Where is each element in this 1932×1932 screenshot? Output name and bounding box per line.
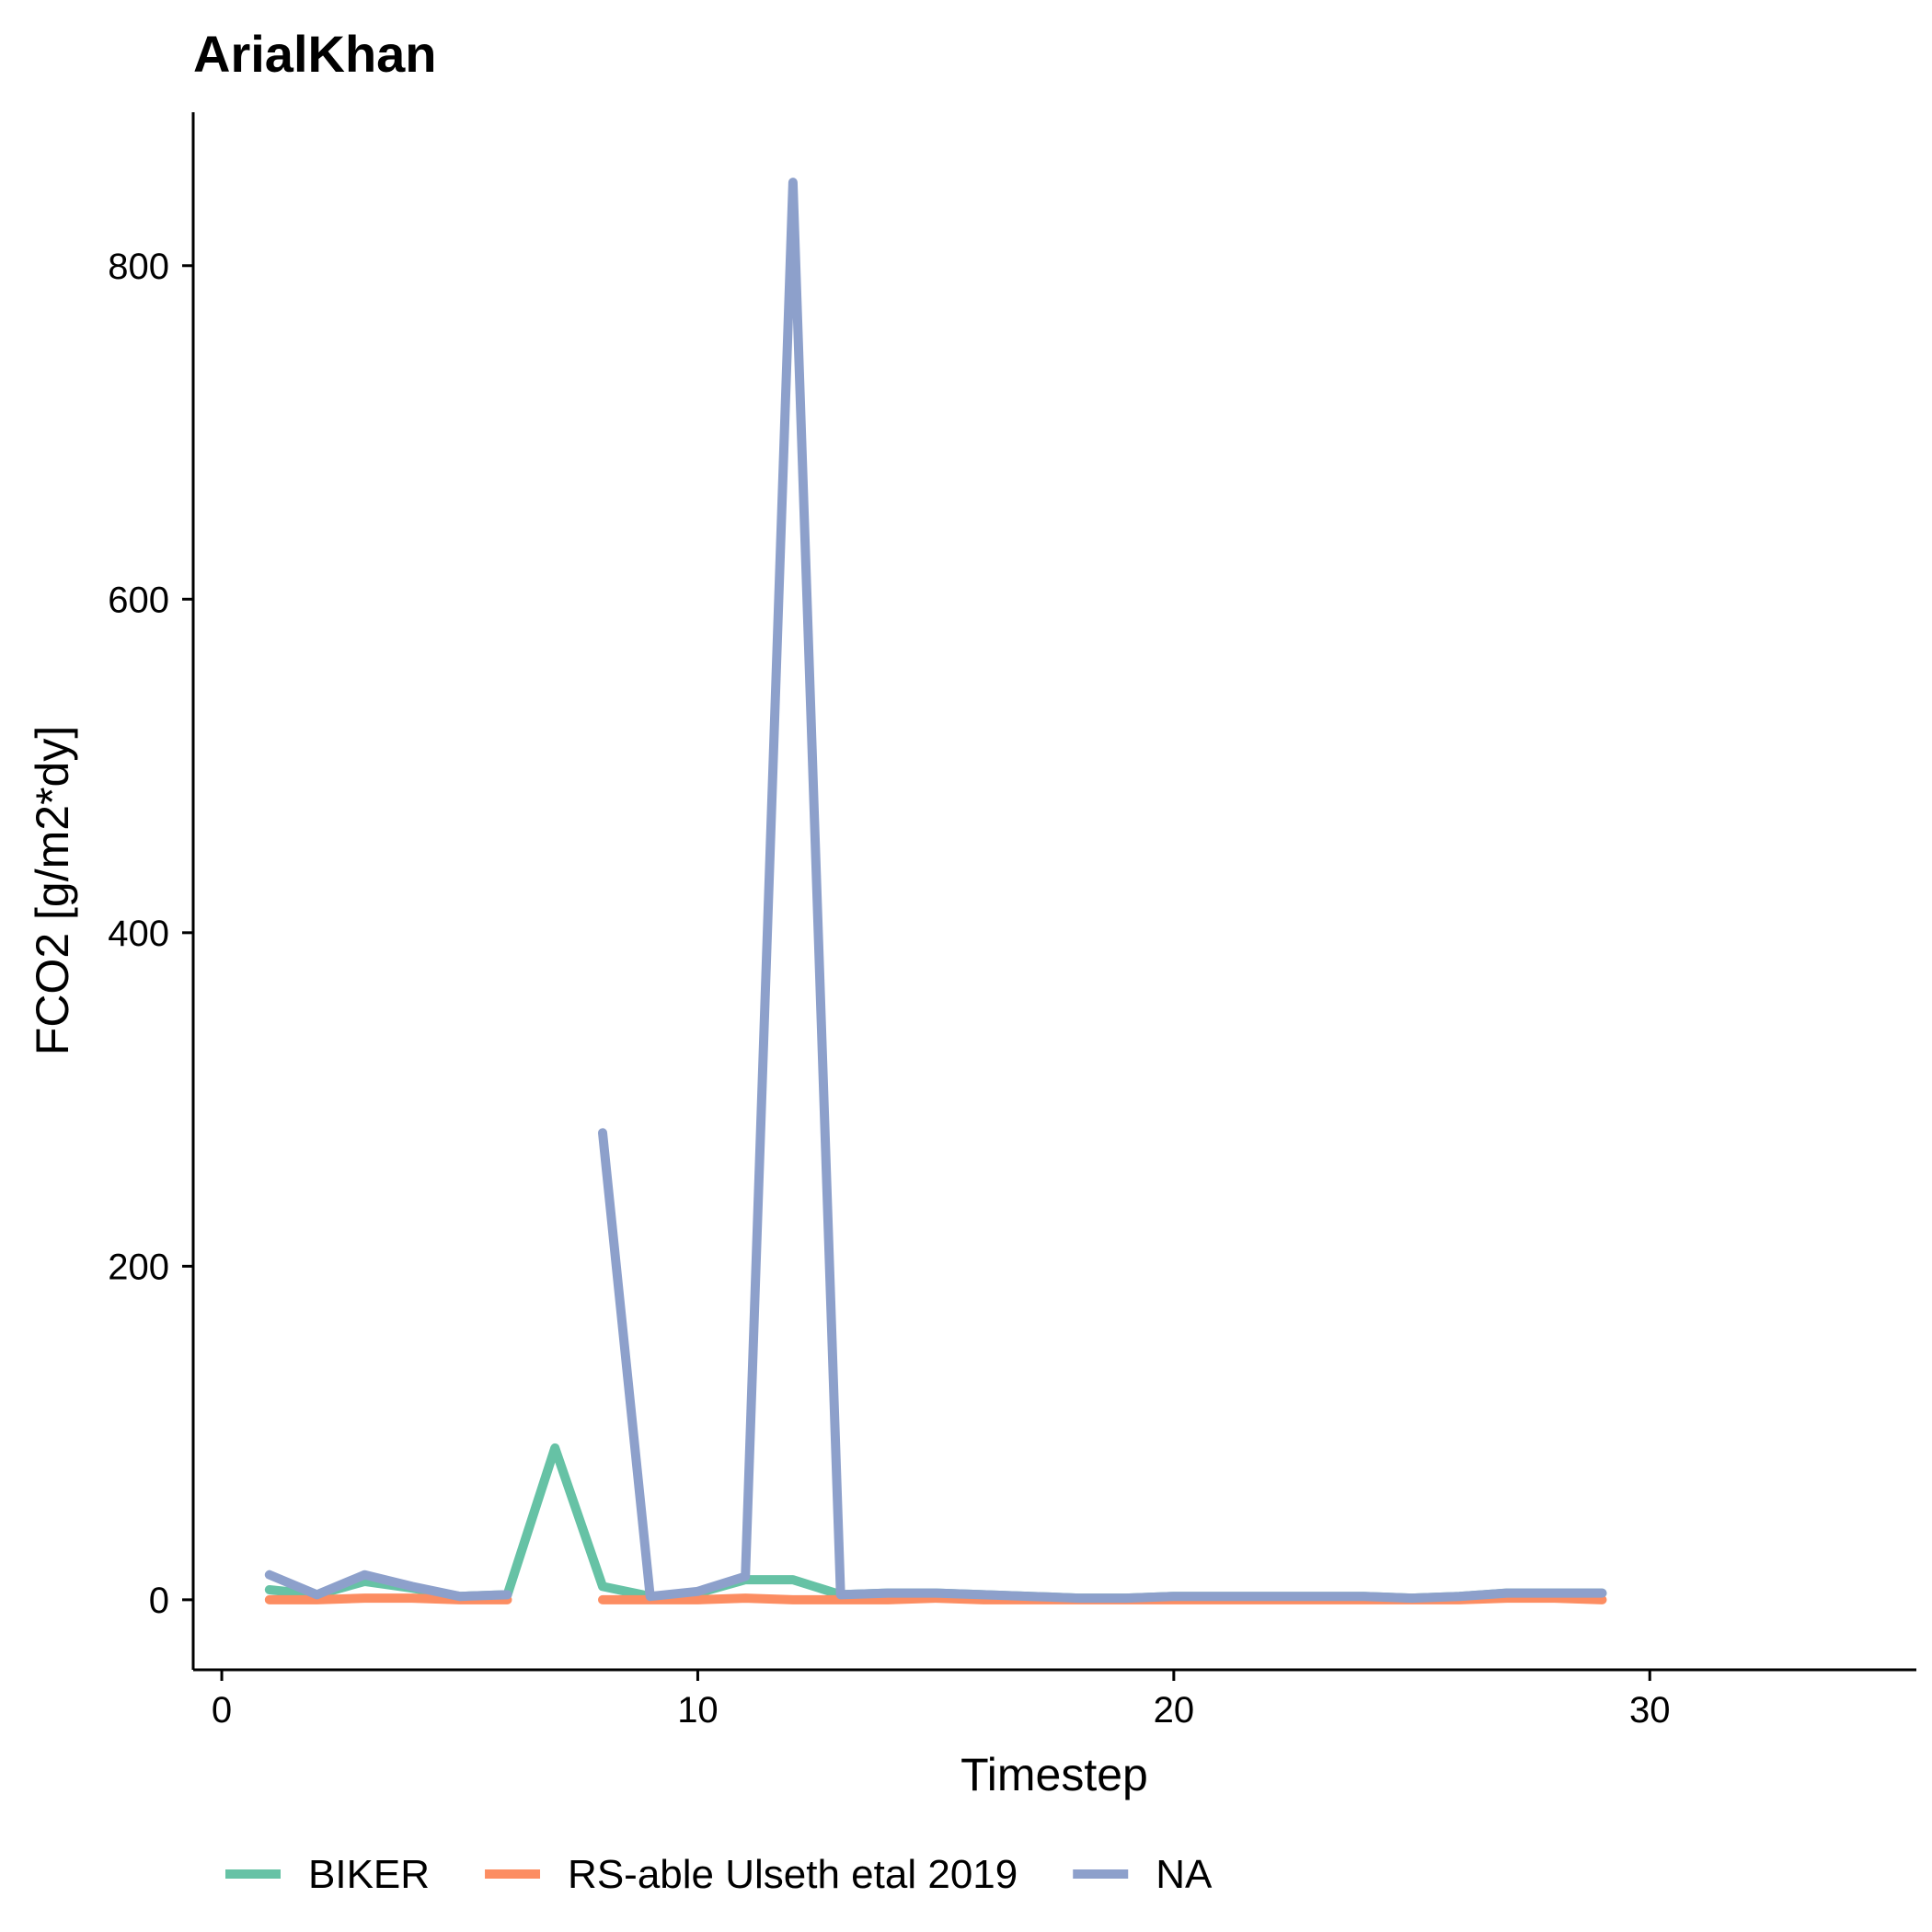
series-line-na	[264, 1570, 512, 1602]
legend-label-biker: BIKER	[308, 1852, 430, 1897]
y-tick-label: 0	[149, 1581, 169, 1621]
y-tick-label: 800	[108, 247, 169, 287]
series-layer	[264, 178, 1607, 1604]
y-ticks: 0 200 400 600 800	[108, 247, 193, 1621]
legend: BIKER RS-able Ulseth etal 2019 NA	[225, 1852, 1213, 1897]
x-axis-title: Timestep	[960, 1749, 1148, 1800]
chart-title: ArialKhan	[193, 25, 437, 83]
legend-label-rs-able-ulseth-etal-2019: RS-able Ulseth etal 2019	[568, 1852, 1018, 1897]
y-axis-title: FCO2 [g/m2*dy]	[27, 726, 78, 1055]
y-tick-label: 200	[108, 1247, 169, 1287]
x-ticks: 0 10 20 30	[212, 1670, 1671, 1731]
x-tick-label: 30	[1629, 1690, 1671, 1731]
x-tick-label: 10	[677, 1690, 719, 1731]
series-line-na	[598, 178, 1607, 1604]
y-tick-label: 600	[108, 580, 169, 620]
legend-label-na: NA	[1156, 1852, 1213, 1897]
y-tick-label: 400	[108, 914, 169, 954]
x-tick-label: 0	[212, 1690, 232, 1731]
series-line-biker	[264, 1443, 1607, 1604]
x-tick-label: 20	[1154, 1690, 1195, 1731]
plot-area: 0 10 20 30 0 200 400 600 800	[108, 112, 1916, 1731]
